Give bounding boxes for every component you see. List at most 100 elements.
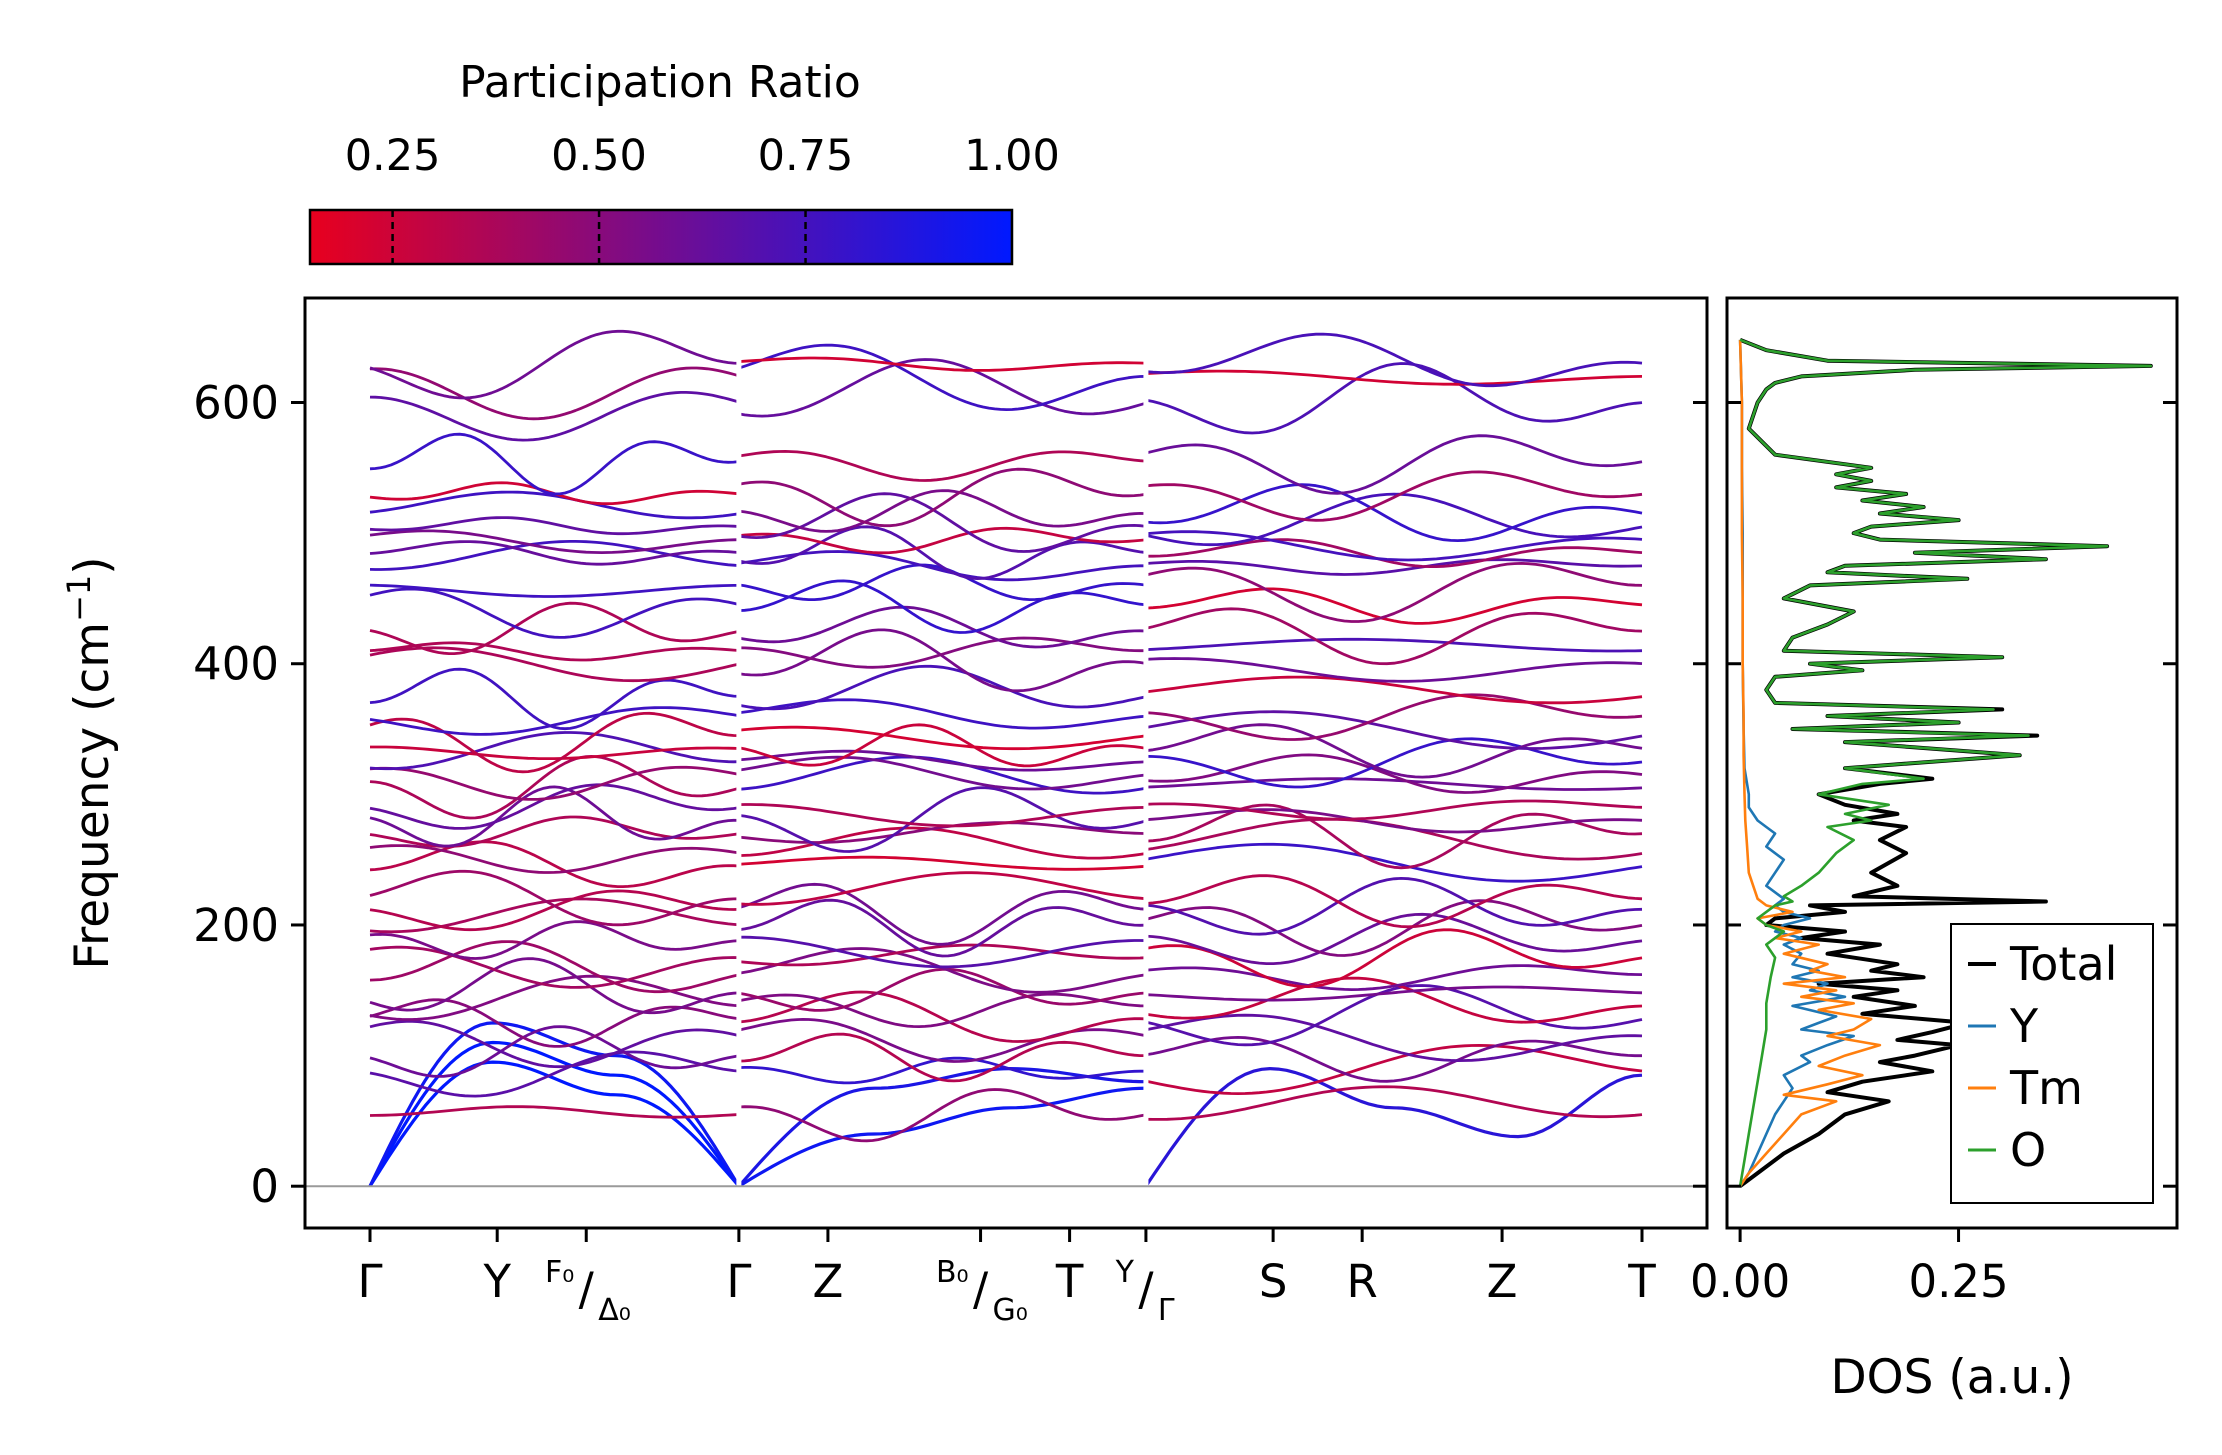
optical-branch xyxy=(1145,492,1643,547)
optical-branch xyxy=(1145,808,1643,834)
optical-branch xyxy=(369,540,740,571)
optical-branch xyxy=(738,826,1147,860)
optical-branch xyxy=(369,646,740,683)
optical-branch xyxy=(369,641,740,662)
optical-branch xyxy=(738,990,1146,1043)
optical-branch xyxy=(738,1032,1146,1083)
high-symmetry-label-split: Y / Γ xyxy=(1115,1255,1175,1328)
optical-branch xyxy=(369,765,740,801)
optical-branch xyxy=(738,579,1147,634)
high-symmetry-slash: / xyxy=(579,1263,595,1316)
optical-branch xyxy=(369,1025,740,1078)
optical-branch xyxy=(369,840,739,888)
optical-branch xyxy=(369,540,740,566)
high-symmetry-label: T xyxy=(1627,1255,1656,1308)
optical-branch xyxy=(738,467,1147,528)
optical-branch xyxy=(1145,483,1643,542)
optical-branch xyxy=(369,785,739,848)
dos-x-tick-label: 0.00 xyxy=(1690,1255,1790,1308)
dos-series-o xyxy=(1738,338,2153,1187)
optical-branch xyxy=(738,967,1146,1012)
colorbar-gradient-bar xyxy=(308,208,1014,266)
high-symmetry-label-bottom: Γ xyxy=(1158,1293,1175,1328)
legend-items: Total Y Tm O xyxy=(1968,937,2117,1177)
optical-branch xyxy=(1145,332,1643,388)
dos-x-axis-title: DOS (a.u.) xyxy=(1830,1350,2073,1405)
optical-branch xyxy=(738,358,1147,418)
high-symmetry-slash: / xyxy=(973,1263,989,1316)
high-symmetry-label-bottom: G₀ xyxy=(993,1293,1028,1328)
optical-branch xyxy=(1145,984,1643,1047)
colorbar-tick-label: 1.00 xyxy=(964,131,1060,181)
optical-branch xyxy=(1145,877,1643,936)
optical-branch xyxy=(1145,562,1643,623)
optical-branch xyxy=(1145,362,1643,435)
optical-branch xyxy=(1145,657,1643,683)
optical-branch xyxy=(1145,976,1643,1024)
high-symmetry-label: Y xyxy=(482,1255,511,1308)
dos-lines xyxy=(1738,337,2153,1188)
optical-branch xyxy=(738,628,1147,693)
optical-branch xyxy=(738,821,1146,844)
band-y-tick-label: 400 xyxy=(193,638,279,691)
high-symmetry-label-split: B₀ / G₀ xyxy=(936,1255,1028,1328)
optical-branch xyxy=(738,489,1146,533)
optical-branch xyxy=(1145,538,1643,568)
optical-branch xyxy=(1145,874,1643,929)
acoustic-branch xyxy=(738,1086,1146,1188)
optical-branch xyxy=(369,940,740,994)
high-symmetry-label: Z xyxy=(813,1255,844,1308)
dos-legend: Total Y Tm O xyxy=(1950,923,2154,1204)
optical-branch xyxy=(1145,607,1643,666)
dos-series-tm xyxy=(1738,339,1882,1187)
optical-branch xyxy=(1145,434,1643,495)
optical-branch xyxy=(369,755,740,820)
y-title-exponent: −1 xyxy=(60,575,98,622)
high-symmetry-slash: / xyxy=(1138,1263,1154,1316)
optical-branch xyxy=(738,636,1146,669)
legend-label-y: Y xyxy=(2009,999,2039,1053)
optical-branch xyxy=(1145,470,1643,522)
optical-branch xyxy=(369,844,740,874)
colorbar-title: Participation Ratio xyxy=(459,57,861,108)
colorbar-tick-label: 0.75 xyxy=(758,131,854,181)
optical-branch xyxy=(738,749,1146,772)
optical-branch xyxy=(369,1020,740,1069)
high-symmetry-label: Γ xyxy=(726,1255,751,1308)
optical-branch xyxy=(1145,637,1643,653)
colorbar-tick-label: 0.25 xyxy=(345,131,441,181)
optical-branch xyxy=(738,803,1146,828)
optical-branch xyxy=(738,550,1146,582)
optical-branch xyxy=(738,356,1146,372)
optical-branch xyxy=(1145,777,1643,791)
optical-branch xyxy=(369,897,740,934)
optical-branch xyxy=(738,1018,1147,1063)
optical-branch xyxy=(1145,558,1643,576)
optical-branch xyxy=(1145,1044,1643,1095)
high-symmetry-label: S xyxy=(1259,1255,1288,1308)
high-symmetry-label-top: F₀ xyxy=(545,1255,574,1290)
optical-branch xyxy=(369,391,740,442)
acoustic-branch xyxy=(368,1021,741,1188)
optical-branch xyxy=(369,1050,740,1098)
high-symmetry-label: T xyxy=(1055,1255,1084,1308)
optical-branch xyxy=(369,920,739,960)
dos-axes: 0.00 0.25 xyxy=(1690,400,2177,1308)
y-title-close: ) xyxy=(65,556,120,574)
optical-branch xyxy=(738,725,1147,751)
optical-branch xyxy=(738,871,1147,906)
high-symmetry-label: R xyxy=(1347,1255,1378,1308)
optical-branch xyxy=(738,450,1146,482)
optical-branch xyxy=(738,943,1146,967)
optical-branch xyxy=(1145,799,1643,821)
band-y-tick-label: 600 xyxy=(193,376,279,429)
optical-branch xyxy=(738,755,1147,795)
optical-branch xyxy=(369,366,740,421)
legend-label-tm: Tm xyxy=(2009,1061,2083,1115)
band-y-tick-label: 0 xyxy=(250,1160,279,1213)
high-symmetry-label-top: Y xyxy=(1115,1255,1135,1290)
optical-branch xyxy=(1145,530,1643,562)
dos-plot-frame xyxy=(1725,296,2179,1230)
optical-branch xyxy=(1145,710,1643,750)
